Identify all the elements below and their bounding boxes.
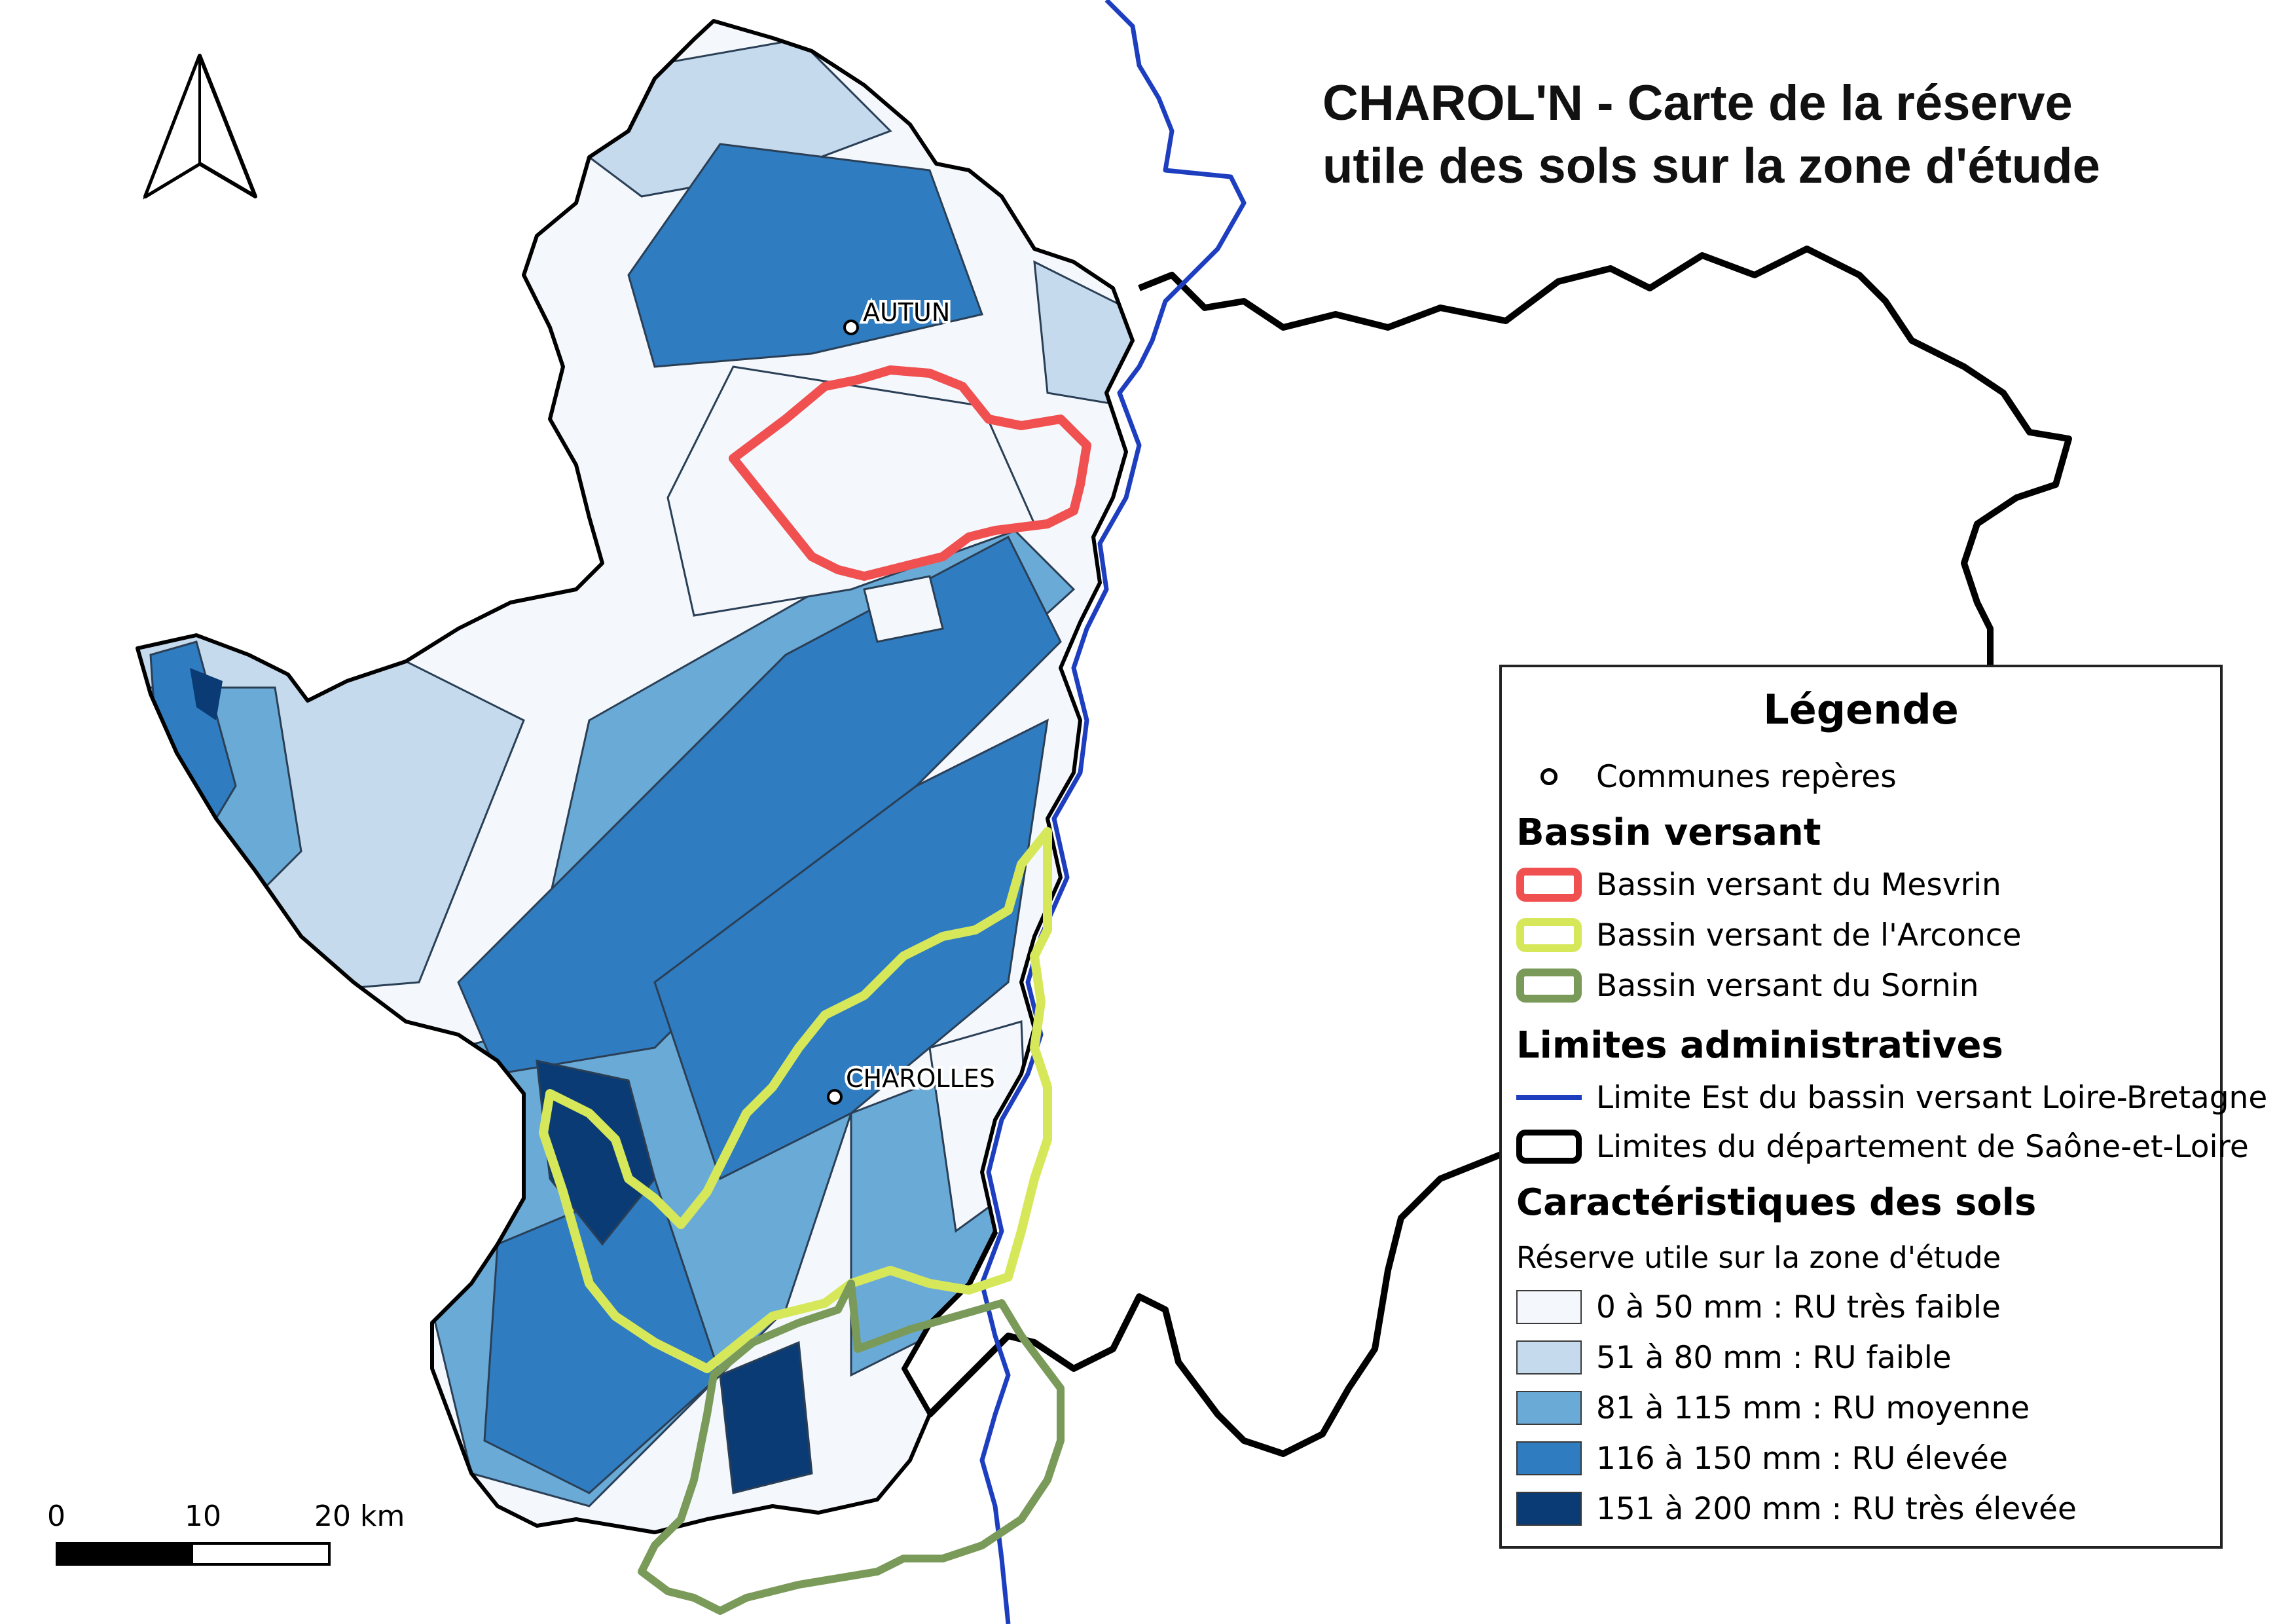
legend-sols-sub: Réserve utile sur la zone d'étude: [1516, 1240, 2001, 1275]
map-title: CHAROL'N - Carte de la réserve utile des…: [1322, 72, 2226, 198]
scale-label-0: 0: [47, 1500, 65, 1533]
legend-bassin-label: Bassin versant de l'Arconce: [1596, 917, 2022, 953]
legend-sol-label: 0 à 50 mm : RU très faible: [1596, 1289, 2001, 1325]
legend-admin-dept-label: Limites du département de Saône-et-Loire: [1596, 1128, 2249, 1165]
legend-communes: Communes repères: [1516, 756, 1897, 798]
legend-bassin-label: Bassin versant du Mesvrin: [1596, 866, 2001, 903]
legend-sol-swatch: [1516, 1492, 1582, 1526]
scale-label-10: 10: [185, 1500, 221, 1533]
legend-sol-swatch: [1516, 1340, 1582, 1375]
commune-dot-icon: [1540, 768, 1558, 785]
legend-sol-label: 151 à 200 mm : RU très élevée: [1596, 1490, 2077, 1527]
legend-bassin-item: Bassin versant du Sornin: [1516, 965, 1979, 1006]
legend-admin-heading: Limites administratives: [1516, 1024, 2003, 1067]
legend-admin-dept: Limites du département de Saône-et-Loire: [1516, 1126, 2249, 1168]
legend-sol-item: 51 à 80 mm : RU faible: [1516, 1337, 1952, 1378]
arconce-watershed: [539, 827, 1052, 1373]
legend-bassin-heading: Bassin versant: [1516, 811, 1821, 854]
svg-text:AUTUN: AUTUN: [863, 298, 950, 327]
legend-dept-swatch: [1516, 1130, 1582, 1164]
city-autun: AUTUN: [843, 295, 953, 335]
sornin-watershed: [638, 1280, 1065, 1615]
legend-sols-heading: Caractéristiques des sols: [1516, 1181, 2037, 1224]
legend-sol-item: 0 à 50 mm : RU très faible: [1516, 1286, 2001, 1328]
legend-sol-swatch: [1516, 1441, 1582, 1475]
loire-bretagne-limit: [979, 0, 1247, 1624]
legend: Légende Communes repères Bassin versant …: [1499, 665, 2267, 1549]
legend-communes-label: Communes repères: [1596, 758, 1897, 795]
legend-sol-swatch: [1516, 1391, 1582, 1425]
legend-admin-loire-label: Limite Est du bassin versant Loire-Breta…: [1596, 1079, 2268, 1116]
legend-sol-label: 51 à 80 mm : RU faible: [1596, 1339, 1952, 1376]
title-line-2: utile des sols sur la zone d'étude: [1322, 138, 2100, 194]
title-line-1: CHAROL'N - Carte de la réserve: [1322, 75, 2073, 131]
legend-bassin-swatch: [1516, 868, 1582, 902]
legend-sol-item: 151 à 200 mm : RU très élevée: [1516, 1488, 2077, 1530]
legend-sol-item: 81 à 115 mm : RU moyenne: [1516, 1387, 2030, 1429]
legend-sol-swatch: [1516, 1290, 1582, 1324]
legend-sol-label: 116 à 150 mm : RU élevée: [1596, 1440, 2008, 1477]
legend-bassin-swatch: [1516, 969, 1582, 1003]
legend-sol-item: 116 à 150 mm : RU élevée: [1516, 1437, 2008, 1479]
legend-bassin-item: Bassin versant du Mesvrin: [1516, 864, 2001, 906]
legend-bassin-label: Bassin versant du Sornin: [1596, 967, 1979, 1004]
legend-title: Légende: [1763, 686, 1959, 733]
svg-text:CHAROLLES: CHAROLLES: [846, 1064, 995, 1093]
legend-bassin-swatch: [1516, 918, 1582, 952]
city-charolles: CHAROLLES: [827, 1061, 998, 1105]
scale-label-20: 20 km: [314, 1500, 405, 1533]
north-arrow-icon: [143, 54, 257, 200]
scale-bar: [56, 1542, 331, 1566]
legend-bassin-item: Bassin versant de l'Arconce: [1516, 914, 2022, 956]
mesvrin-watershed: [729, 365, 1091, 581]
legend-admin-loire: Limite Est du bassin versant Loire-Breta…: [1516, 1077, 2267, 1118]
legend-line-swatch: [1516, 1095, 1582, 1100]
legend-sol-label: 81 à 115 mm : RU moyenne: [1596, 1390, 2030, 1426]
